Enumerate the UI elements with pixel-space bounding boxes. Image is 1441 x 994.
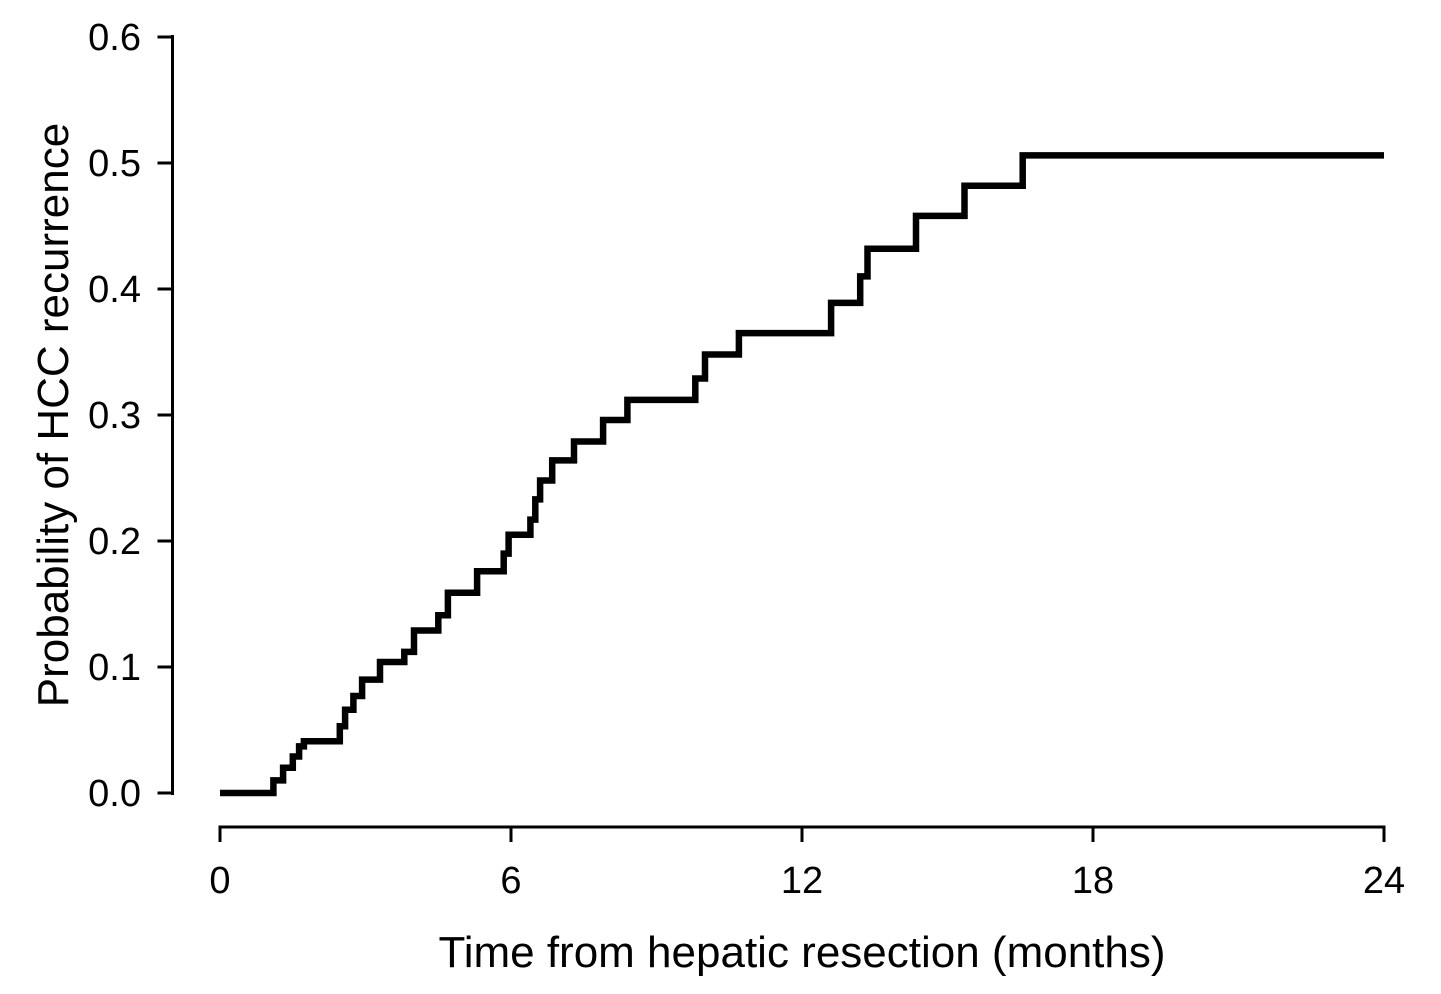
y-tick-label: 0.1: [88, 647, 141, 689]
recurrence-step-curve: [220, 152, 1384, 797]
y-tick-label: 0.3: [88, 395, 141, 437]
x-tick-label: 6: [500, 860, 521, 902]
y-tick-label: 0.6: [88, 17, 141, 59]
x-tick-label: 0: [209, 860, 230, 902]
y-tick-label: 0.0: [88, 773, 141, 815]
y-tick-label: 0.4: [88, 269, 141, 311]
x-axis-title: Time from hepatic resection (months): [438, 928, 1166, 977]
y-tick-label: 0.2: [88, 521, 141, 563]
x-tick-label: 24: [1363, 860, 1405, 902]
y-axis-title: Probability of HCC recurrence: [29, 122, 78, 708]
x-tick-label: 18: [1072, 860, 1114, 902]
x-tick-label: 12: [781, 860, 823, 902]
y-tick-label: 0.5: [88, 143, 141, 185]
